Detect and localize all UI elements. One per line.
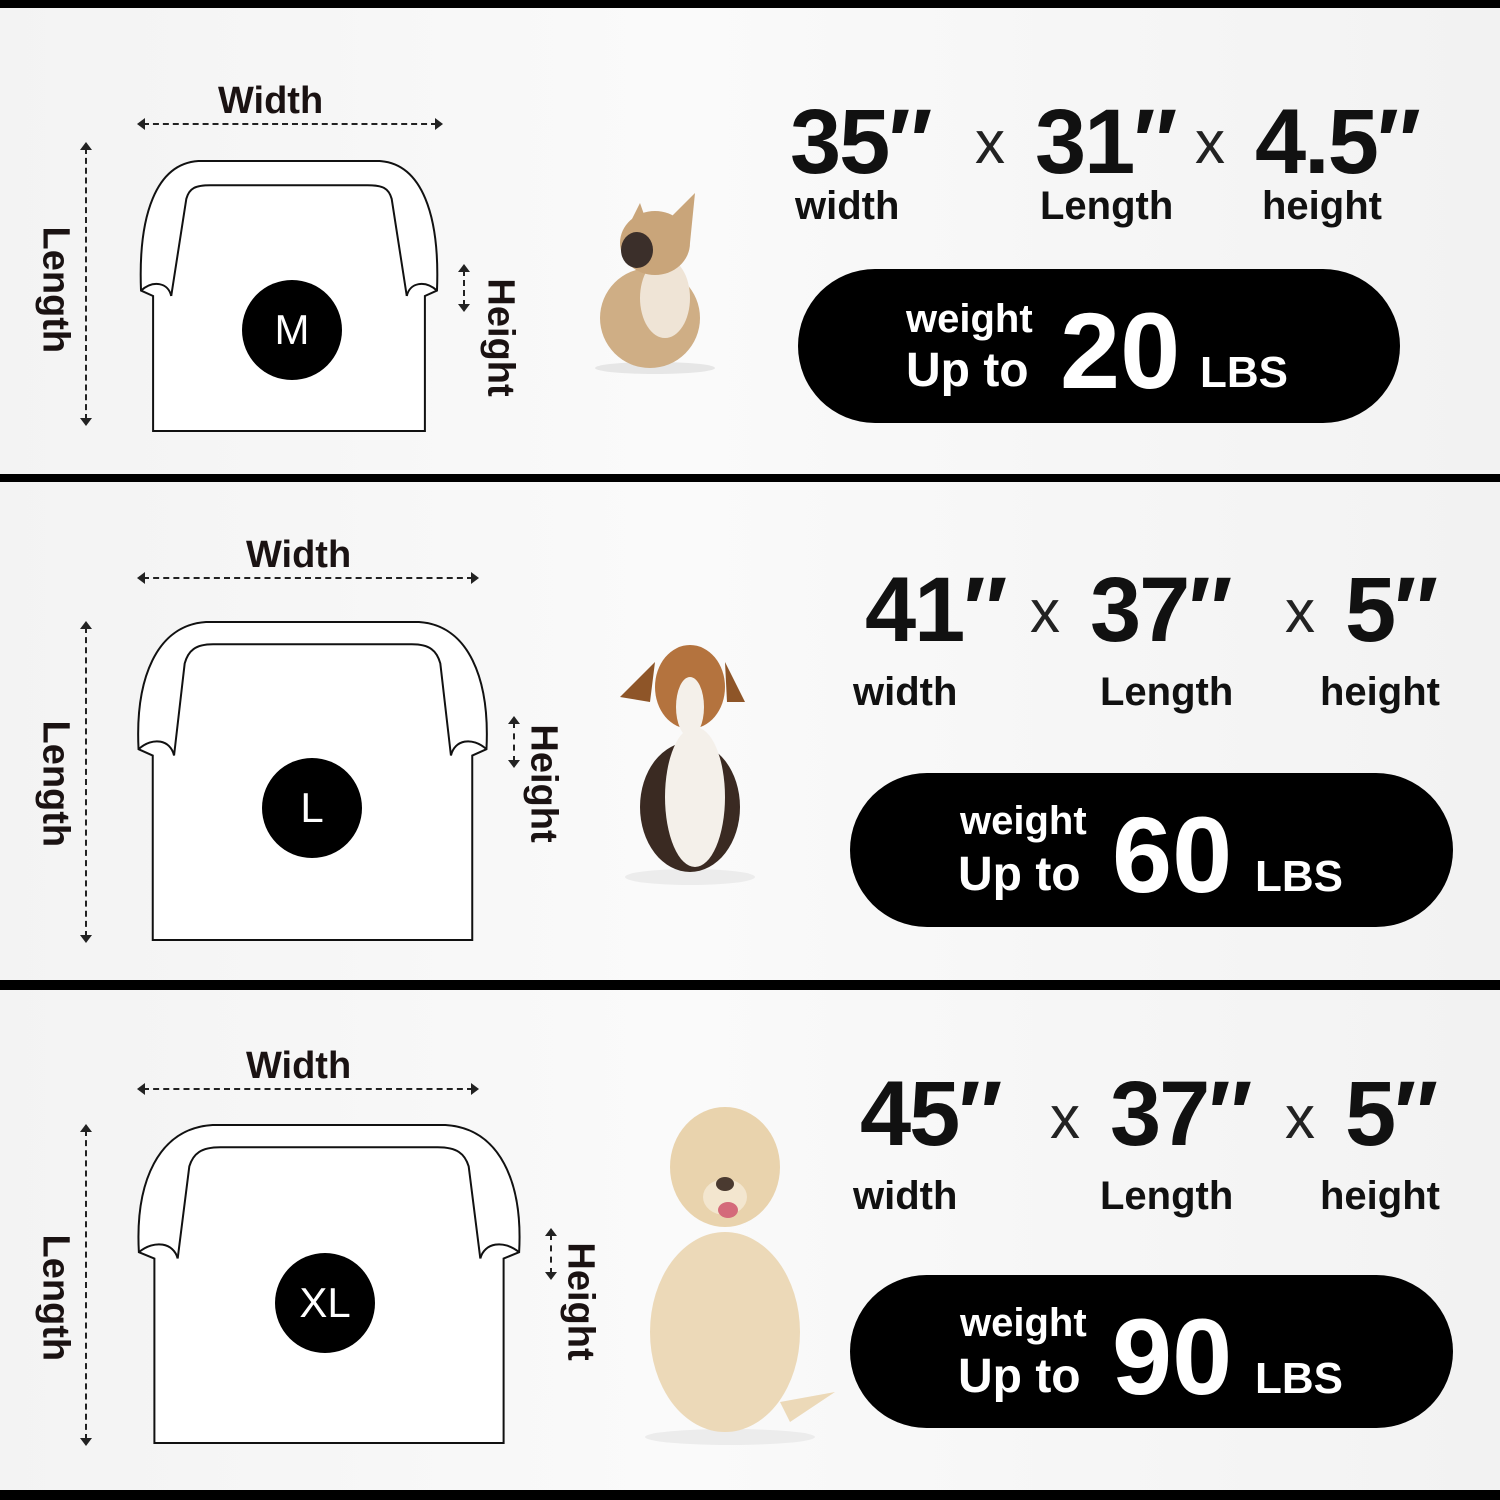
size-badge: M <box>242 280 342 380</box>
width-value: 41″ <box>865 559 1007 661</box>
weight-unit: LBS <box>1255 1354 1343 1403</box>
height-label: Height <box>479 278 522 397</box>
width-caption: width <box>795 184 900 228</box>
height-arrow <box>545 1228 557 1280</box>
width-label: Width <box>218 80 324 122</box>
height-label: Height <box>522 724 565 843</box>
length-value: 37″ <box>1090 559 1232 661</box>
length-arrow <box>80 621 92 943</box>
times-separator: x <box>1050 1084 1080 1151</box>
weight-label: weight <box>960 1301 1087 1345</box>
weight-capacity-pill: weight Up to 20 LBS <box>798 269 1400 423</box>
width-label: Width <box>246 1045 352 1087</box>
weight-value: 60 <box>1112 794 1233 915</box>
height-value: 4.5″ <box>1255 91 1421 193</box>
height-label: Height <box>559 1242 602 1361</box>
length-label: Length <box>34 1234 77 1362</box>
up-to-label: Up to <box>958 848 1081 901</box>
size-badge: L <box>262 758 362 858</box>
weight-unit: LBS <box>1200 348 1288 397</box>
width-label: Width <box>246 534 352 576</box>
width-arrow <box>137 572 479 584</box>
times-separator: x <box>1030 578 1060 645</box>
weight-value: 90 <box>1112 1296 1233 1417</box>
size-panel-m: Width Length M Height 35″ x 31″ x 4.5″ w… <box>0 8 1500 474</box>
width-value: 35″ <box>790 91 932 193</box>
length-caption: Length <box>1040 184 1174 228</box>
height-caption: height <box>1320 1174 1440 1218</box>
height-value: 5″ <box>1345 559 1438 661</box>
length-value: 31″ <box>1035 91 1177 193</box>
height-value: 5″ <box>1345 1063 1438 1165</box>
length-value: 37″ <box>1110 1063 1252 1165</box>
labrador-image <box>645 1107 835 1445</box>
weight-capacity-pill: weight Up to 60 LBS <box>850 773 1453 927</box>
height-caption: height <box>1262 184 1382 228</box>
up-to-label: Up to <box>906 344 1029 397</box>
length-label: Length <box>34 226 77 354</box>
size-panel-l: Width Length L Height 41″ x 37″ x 5″ wid… <box>0 482 1500 980</box>
width-arrow <box>137 118 443 130</box>
times-separator: x <box>975 109 1005 176</box>
up-to-label: Up to <box>958 1350 1081 1403</box>
length-arrow <box>80 1124 92 1446</box>
weight-label: weight <box>906 297 1033 341</box>
size-badge: XL <box>275 1253 375 1353</box>
times-separator: x <box>1195 109 1225 176</box>
length-caption: Length <box>1100 670 1234 714</box>
length-caption: Length <box>1100 1174 1234 1218</box>
width-value: 45″ <box>860 1063 1002 1165</box>
beagle-image <box>620 645 755 885</box>
length-arrow <box>80 142 92 426</box>
height-arrow <box>508 716 520 768</box>
size-panel-xl: Width Length XL Height 45″ x 37″ x 5″ wi… <box>0 990 1500 1490</box>
times-separator: x <box>1285 1084 1315 1151</box>
weight-capacity-pill: weight Up to 90 LBS <box>850 1275 1453 1428</box>
times-separator: x <box>1285 578 1315 645</box>
width-arrow <box>137 1083 479 1095</box>
width-caption: width <box>853 1174 958 1218</box>
weight-unit: LBS <box>1255 852 1343 901</box>
height-caption: height <box>1320 670 1440 714</box>
width-caption: width <box>853 670 958 714</box>
weight-label: weight <box>960 799 1087 843</box>
length-label: Length <box>34 720 77 848</box>
height-arrow <box>458 264 470 312</box>
weight-value: 20 <box>1060 290 1181 411</box>
french-bulldog-image <box>595 193 715 374</box>
